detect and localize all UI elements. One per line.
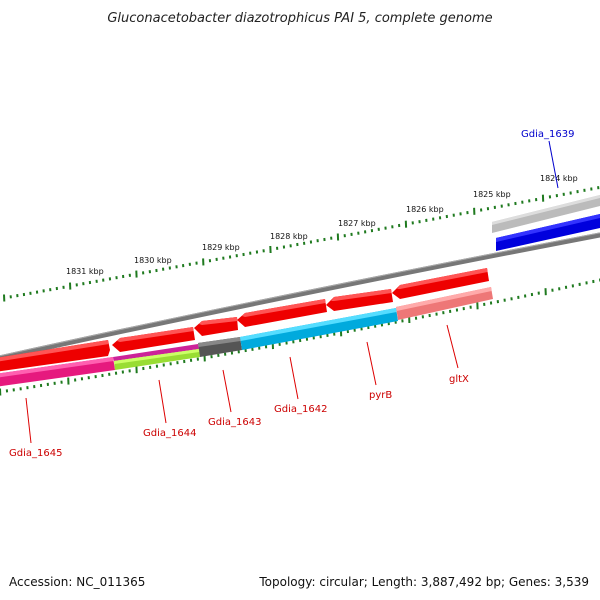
tick-label-1824: 1824 kbp bbox=[540, 174, 578, 183]
gene-label-gltx[interactable]: gltX bbox=[449, 374, 469, 385]
gene-label-gdia-1644[interactable]: Gdia_1644 bbox=[143, 428, 196, 439]
gene-label-gdia-1642[interactable]: Gdia_1642 bbox=[274, 404, 327, 415]
gene-label-pyrb[interactable]: pyrB bbox=[369, 390, 392, 401]
cds-bar-gdia-1645-shine bbox=[0, 357, 114, 378]
accession-text: Accession: NC_011365 bbox=[9, 575, 146, 589]
gene-label-gdia-1643[interactable]: Gdia_1643 bbox=[208, 417, 261, 428]
feature-gray-upstream-shine bbox=[492, 195, 600, 225]
tick-label-1830: 1830 kbp bbox=[134, 256, 172, 265]
gene-arrow-6-shine bbox=[397, 268, 488, 289]
genome-backbone bbox=[0, 232, 600, 361]
gene-arrow-5-shine bbox=[331, 289, 392, 301]
leader-line-pyrb bbox=[366, 341, 377, 386]
gene-label-gdia-1645[interactable]: Gdia_1645 bbox=[9, 448, 62, 459]
tick-label-1828: 1828 kbp bbox=[270, 232, 308, 241]
leader-line-gdia-1639 bbox=[548, 140, 559, 189]
cds-bar-gdia-1643-shine bbox=[198, 337, 241, 347]
gene-arrow-1-shine bbox=[0, 340, 109, 362]
leader-line-gdia-1642 bbox=[289, 356, 299, 400]
genome-backbone-highlight bbox=[0, 232, 600, 357]
cds-bar-gdia-1642-shine bbox=[240, 308, 397, 341]
cds-bar-gdia-1644-magenta[interactable] bbox=[113, 344, 199, 361]
tick-label-1831: 1831 kbp bbox=[66, 267, 104, 276]
cds-bar-gltx-shine bbox=[396, 287, 492, 311]
gene-feature-gdia-1639-shine bbox=[496, 214, 600, 242]
genome-title: Gluconacetobacter diazotrophicus PAI 5, … bbox=[107, 11, 493, 26]
outer-scale-ticks bbox=[3, 186, 600, 302]
gene-arrow-2-shine bbox=[117, 327, 194, 342]
leader-line-gdia-1644 bbox=[158, 379, 167, 424]
leader-line-gdia-1643 bbox=[222, 369, 232, 413]
topology-text: Topology: circular; Length: 3,887,492 bp… bbox=[259, 575, 589, 589]
leader-line-gdia-1645 bbox=[25, 397, 32, 444]
leader-line-gltx bbox=[446, 324, 459, 369]
tick-label-1829: 1829 kbp bbox=[202, 243, 240, 252]
tick-label-1826: 1826 kbp bbox=[406, 205, 444, 214]
cds-bar-gdia-1644-shine bbox=[114, 349, 200, 364]
gene-label-gdia-1639[interactable]: Gdia_1639 bbox=[521, 129, 574, 140]
gene-arrow-3-shine bbox=[199, 317, 238, 325]
gene-arrow-4-shine bbox=[242, 299, 326, 317]
tick-label-1827: 1827 kbp bbox=[338, 219, 376, 228]
tick-label-1825: 1825 kbp bbox=[473, 190, 511, 199]
